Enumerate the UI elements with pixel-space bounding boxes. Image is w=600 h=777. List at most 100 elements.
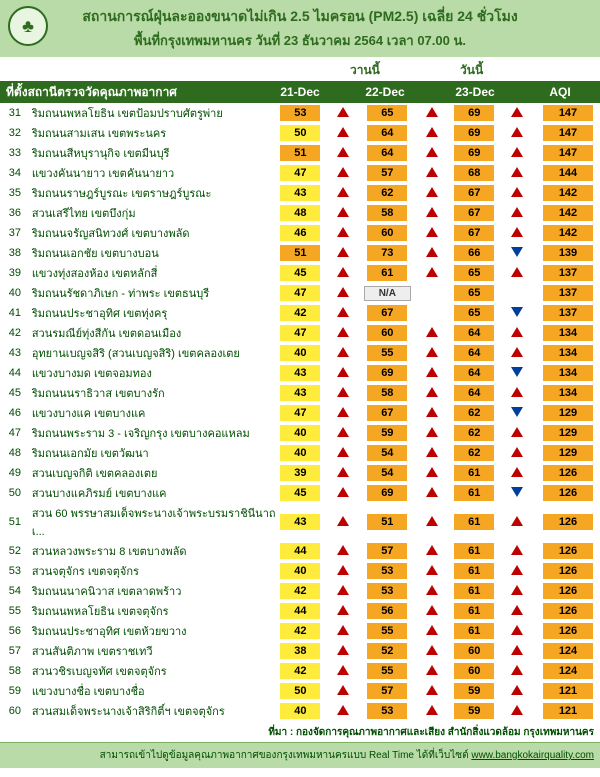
- up-arrow-icon: [511, 625, 523, 635]
- up-arrow-icon: [337, 427, 349, 437]
- up-arrow-icon: [337, 167, 349, 177]
- table-row: 33ริมถนนสีหบุรานุกิจ เขตมีนบุรี516469147: [0, 143, 600, 163]
- up-arrow-icon: [426, 427, 438, 437]
- title-line1: สถานการณ์ฝุ่นละอองขนาดไม่เกิน 2.5 ไมครอน…: [4, 6, 596, 28]
- table-row: 36สวนเสรีไทย เขตบึงกุ่ม485867142: [0, 203, 600, 223]
- up-arrow-icon: [337, 347, 349, 357]
- up-arrow-icon: [426, 267, 438, 277]
- table-row: 57สวนสันติภาพ เขตราชเทวี385260124: [0, 641, 600, 661]
- up-arrow-icon: [337, 387, 349, 397]
- down-arrow-icon: [511, 307, 523, 317]
- up-arrow-icon: [337, 447, 349, 457]
- down-arrow-icon: [511, 407, 523, 417]
- up-arrow-icon: [426, 367, 438, 377]
- up-arrow-icon: [337, 565, 349, 575]
- footer-realtime: สามารถเข้าไปดูข้อมูลคุณภาพอากาศของกรุงเท…: [0, 742, 600, 768]
- up-arrow-icon: [426, 685, 438, 695]
- table-row: 52สวนหลวงพระราม 8 เขตบางพลัด445761126: [0, 541, 600, 561]
- up-arrow-icon: [337, 705, 349, 715]
- up-arrow-icon: [426, 487, 438, 497]
- up-arrow-icon: [337, 327, 349, 337]
- up-arrow-icon: [426, 207, 438, 217]
- up-arrow-icon: [426, 227, 438, 237]
- table-row: 45ริมถนนนราธิวาส เขตบางรัก435864134: [0, 383, 600, 403]
- table-row: 40ริมถนนรัชดาภิเษก - ท่าพระ เขตธนบุรี47N…: [0, 283, 600, 303]
- up-arrow-icon: [337, 187, 349, 197]
- up-arrow-icon: [337, 645, 349, 655]
- table-row: 50สวนบางแคภิรมย์ เขตบางแค456961126: [0, 483, 600, 503]
- down-arrow-icon: [511, 367, 523, 377]
- up-arrow-icon: [426, 167, 438, 177]
- up-arrow-icon: [337, 267, 349, 277]
- up-arrow-icon: [426, 127, 438, 137]
- up-arrow-icon: [426, 645, 438, 655]
- up-arrow-icon: [337, 407, 349, 417]
- up-arrow-icon: [337, 147, 349, 157]
- table-row: 58สวนวชิรเบญจทัศ เขตจตุจักร425560124: [0, 661, 600, 681]
- up-arrow-icon: [426, 407, 438, 417]
- table-row: 42สวนรมณีย์ทุ่งสีกัน เขตดอนเมือง47606413…: [0, 323, 600, 343]
- up-arrow-icon: [337, 516, 349, 526]
- col-aqi: AQI: [520, 85, 600, 99]
- header: ♣ สถานการณ์ฝุ่นละอองขนาดไม่เกิน 2.5 ไมคร…: [0, 0, 600, 57]
- table-row: 55ริมถนนพหลโยธิน เขตจตุจักร445661126: [0, 601, 600, 621]
- table-row: 60สวนสมเด็จพระนางเจ้าสิริกิติ์ฯ เขตจตุจั…: [0, 701, 600, 721]
- up-arrow-icon: [511, 187, 523, 197]
- up-arrow-icon: [511, 167, 523, 177]
- table-row: 35ริมถนนราษฎร์บูรณะ เขตราษฎร์บูรณะ436267…: [0, 183, 600, 203]
- table-row: 43อุทยานเบญจสิริ (สวนเบญจสิริ) เขตคลองเต…: [0, 343, 600, 363]
- table-row: 39แขวงทุ่งสองห้อง เขตหลักสี่456165137: [0, 263, 600, 283]
- table-row: 41ริมถนนประชาอุทิศ เขตทุ่งครุ426765137: [0, 303, 600, 323]
- up-arrow-icon: [426, 247, 438, 257]
- up-arrow-icon: [426, 605, 438, 615]
- table-row: 59แขวงบางชื่อ เขตบางชื่อ505759121: [0, 681, 600, 701]
- table-row: 53สวนจตุจักร เขตจตุจักร405361126: [0, 561, 600, 581]
- up-arrow-icon: [511, 665, 523, 675]
- up-arrow-icon: [426, 625, 438, 635]
- col-location: ที่ตั้งสถานีตรวจวัดคุณภาพอากาศ: [0, 83, 260, 102]
- up-arrow-icon: [511, 427, 523, 437]
- up-arrow-icon: [337, 287, 349, 297]
- up-arrow-icon: [511, 387, 523, 397]
- today-label: วันนี้: [460, 61, 483, 80]
- up-arrow-icon: [337, 307, 349, 317]
- up-arrow-icon: [511, 207, 523, 217]
- period-labels: วานนี้ วันนี้: [0, 57, 600, 81]
- up-arrow-icon: [337, 585, 349, 595]
- up-arrow-icon: [426, 347, 438, 357]
- up-arrow-icon: [511, 705, 523, 715]
- up-arrow-icon: [337, 467, 349, 477]
- up-arrow-icon: [426, 187, 438, 197]
- up-arrow-icon: [337, 625, 349, 635]
- column-header: ที่ตั้งสถานีตรวจวัดคุณภาพอากาศ 21-Dec 22…: [0, 81, 600, 103]
- up-arrow-icon: [511, 605, 523, 615]
- yesterday-label: วานนี้: [350, 61, 380, 80]
- table-row: 54ริมถนนนาคนิวาส เขตลาดพร้าว425361126: [0, 581, 600, 601]
- up-arrow-icon: [511, 565, 523, 575]
- up-arrow-icon: [426, 585, 438, 595]
- up-arrow-icon: [511, 327, 523, 337]
- up-arrow-icon: [426, 327, 438, 337]
- up-arrow-icon: [511, 545, 523, 555]
- table-row: 49สวนเบญจกิติ เขตคลองเตย395461126: [0, 463, 600, 483]
- up-arrow-icon: [511, 147, 523, 157]
- up-arrow-icon: [337, 605, 349, 615]
- up-arrow-icon: [426, 545, 438, 555]
- up-arrow-icon: [337, 367, 349, 377]
- table-row: 47ริมถนนพระราม 3 - เจริญกรุง เขตบางคอแหล…: [0, 423, 600, 443]
- up-arrow-icon: [426, 107, 438, 117]
- up-arrow-icon: [511, 645, 523, 655]
- up-arrow-icon: [426, 516, 438, 526]
- down-arrow-icon: [511, 487, 523, 497]
- table-row: 46แขวงบางแค เขตบางแค476762129: [0, 403, 600, 423]
- up-arrow-icon: [511, 467, 523, 477]
- up-arrow-icon: [337, 685, 349, 695]
- col-date2: 22-Dec: [340, 85, 430, 99]
- up-arrow-icon: [426, 705, 438, 715]
- table-row: 48ริมถนนเอกมัย เขตวัฒนา405462129: [0, 443, 600, 463]
- logo-icon: ♣: [8, 6, 48, 46]
- up-arrow-icon: [426, 565, 438, 575]
- footer-url[interactable]: www.bangkokairquality.com: [471, 750, 594, 761]
- up-arrow-icon: [337, 207, 349, 217]
- na-badge: N/A: [364, 286, 411, 301]
